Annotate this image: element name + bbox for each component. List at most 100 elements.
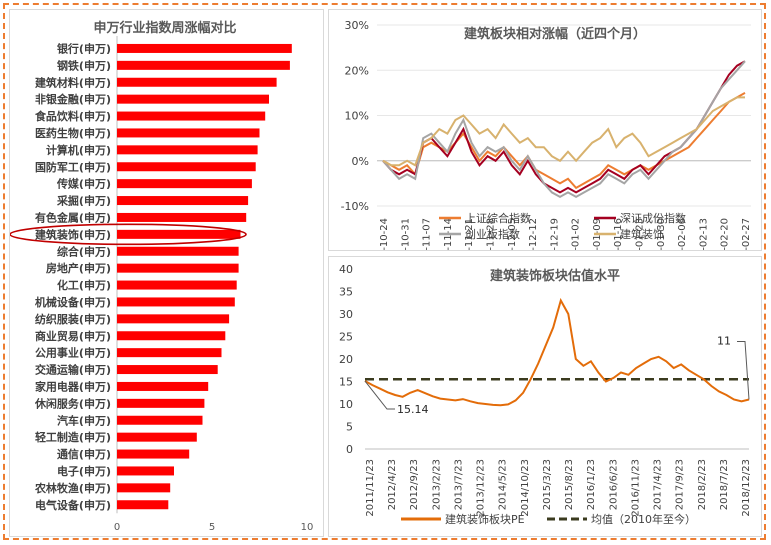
bar-chart-title: 申万行业指数周涨幅对比: [93, 20, 236, 36]
bar-category-label: 机械设备(申万): [35, 295, 111, 309]
bar: [117, 229, 241, 239]
bar-category-label: 通信(申万): [57, 447, 111, 461]
rel-x-tick: 2019-01-09: [592, 218, 603, 250]
bar: [117, 381, 209, 391]
rel-y-tick: 10%: [345, 110, 369, 123]
pe-x-tick: 2018/12/23: [741, 459, 752, 517]
relative-change-chart: 建筑板块相对涨幅（近四个月） -10% 0% 10% 20% 30% 2018-10-2…: [341, 19, 752, 276]
pe-x-tick: 2012/9/23: [409, 459, 420, 510]
bar-category-label: 化工(申万): [57, 278, 111, 292]
bar: [117, 297, 235, 307]
rel-legend-label: 建筑装饰: [620, 227, 664, 241]
bar-category-label: 医药生物(申万): [35, 126, 111, 140]
pe-y-tick: 30: [339, 308, 353, 321]
bar: [117, 500, 169, 510]
mean-legend-label: 均值（2010年至今）: [591, 512, 696, 526]
rel-x-tick: 2019-01-23: [635, 218, 646, 250]
relative-chart-title: 建筑板块相对涨幅（近四个月）: [464, 26, 646, 42]
rel-x-tick: 2019-02-13: [698, 218, 709, 250]
pe-y-tick: 40: [339, 263, 353, 276]
bar-category-label: 银行(申万): [57, 41, 111, 55]
bar-category-label: 钢铁(申万): [57, 58, 111, 72]
pe-callout-end: 11: [717, 335, 731, 348]
pe-y-tick: 15: [339, 376, 353, 389]
rel-x-tick: 2018-10-24: [379, 218, 390, 250]
pe-callout-line: [364, 380, 395, 410]
bar-category-label: 国防军工(申万): [35, 160, 111, 174]
bar: [117, 77, 277, 87]
industry-bar-chart: 申万行业指数周涨幅对比 银行(申万) 钢铁(申万) 建筑材料(申万) 非银金融(申万)…: [9, 20, 314, 533]
bar: [117, 331, 226, 341]
rel-series-line: [382, 96, 745, 167]
pe-x-tick: 2017/9/23: [675, 459, 686, 510]
rel-x-tick: 2018-12-12: [528, 218, 539, 250]
pe-x-tick: 2012/4/23: [387, 459, 398, 510]
rel-x-tick: 2019-02-06: [677, 218, 688, 250]
rel-y-tick: 20%: [345, 64, 369, 77]
bar-category-label: 家用电器(申万): [35, 379, 111, 393]
bar: [117, 60, 290, 70]
rel-series-line: [382, 60, 746, 199]
bar: [117, 432, 197, 442]
bar-category-label: 纺织服装(申万): [35, 312, 111, 326]
bar-category-label: 食品饮料(申万): [35, 109, 111, 123]
rel-x-tick: 2019-01-16: [613, 218, 624, 250]
pe-x-tick: 2013/2/23: [431, 459, 442, 510]
valuation-panel: 建筑装饰板块估值水平 0 5 10 15 20 25 30 35 40 2011/11/23 20…: [328, 256, 762, 537]
bar: [117, 263, 239, 273]
rel-x-tick: 2018-11-28: [485, 218, 496, 250]
bar: [117, 179, 252, 189]
bar: [117, 280, 237, 290]
bar: [117, 348, 222, 358]
bar-x-tick: 5: [209, 522, 215, 533]
bar-category-label: 商业贸易(申万): [35, 329, 111, 343]
bar: [117, 162, 256, 172]
pe-series-line: [364, 297, 750, 407]
pe-y-tick: 35: [339, 286, 353, 299]
bar: [117, 94, 269, 104]
rel-x-tick: 2019-02-20: [720, 218, 731, 250]
valuation-chart: 建筑装饰板块估值水平 0 5 10 15 20 25 30 35 40 2011/11/23 20…: [339, 263, 752, 526]
pe-x-tick: 2015/3/23: [542, 459, 553, 510]
pe-x-tick: 2013/12/23: [476, 459, 487, 517]
bar-category-label: 休闲服务(申万): [34, 396, 111, 410]
bar: [117, 128, 260, 138]
rel-legend-label: 深证成份指数: [620, 211, 686, 225]
valuation-chart-title: 建筑装饰板块估值水平: [490, 268, 620, 284]
bar-category-label: 传媒(申万): [56, 177, 111, 191]
rel-legend-label: 创业板指数: [465, 227, 520, 241]
report-frame: [3, 3, 766, 540]
bar: [117, 196, 249, 206]
pe-y-tick: 5: [346, 421, 353, 434]
rel-x-tick: 2018-11-14: [443, 218, 454, 250]
pe-x-tick: 2016/11/23: [630, 459, 641, 517]
pe-x-tick: 2016/1/23: [586, 459, 597, 510]
pe-x-tick: 2018/7/23: [719, 459, 730, 510]
bar-category-label: 公用事业(申万): [35, 346, 111, 360]
bar: [117, 398, 205, 408]
relative-change-panel: 建筑板块相对涨幅（近四个月） -10% 0% 10% 20% 30% 2018-10-2…: [328, 9, 762, 276]
bar-category-label: 有色金属(申万): [35, 210, 111, 224]
pe-legend-label: 建筑装饰板块PE: [445, 512, 525, 526]
bar-category-label: 计算机(申万): [46, 143, 111, 157]
pe-y-tick: 20: [339, 353, 353, 366]
industry-weekly-change-panel: 申万行业指数周涨幅对比 银行(申万) 钢铁(申万) 建筑材料(申万) 非银金融(申万)…: [9, 9, 324, 537]
rel-x-tick: 2019-01-30: [656, 218, 667, 250]
bar: [117, 314, 230, 324]
rel-x-tick: 2019-02-27: [741, 218, 752, 250]
pe-x-tick: 2014/10/23: [520, 459, 531, 517]
bar-x-tick: 10: [301, 522, 314, 533]
pe-y-tick: 25: [339, 331, 353, 344]
bar-category-label: 综合(申万): [57, 244, 111, 258]
bar-category-label: 轻工制造(申万): [35, 430, 111, 444]
pe-x-tick: 2015/8/23: [564, 459, 575, 510]
bar-category-label: 电子(申万): [57, 464, 111, 478]
pe-x-tick: 2013/7/23: [453, 459, 464, 510]
bar-category-label: 建筑材料(申万): [35, 75, 111, 89]
rel-y-tick: -10%: [341, 200, 369, 213]
rel-x-tick: 2018-11-21: [464, 218, 475, 250]
rel-x-tick: 2019-01-02: [571, 218, 582, 250]
pe-x-tick: 2016/6/23: [608, 459, 619, 510]
bar: [117, 483, 171, 493]
bar: [117, 466, 174, 476]
